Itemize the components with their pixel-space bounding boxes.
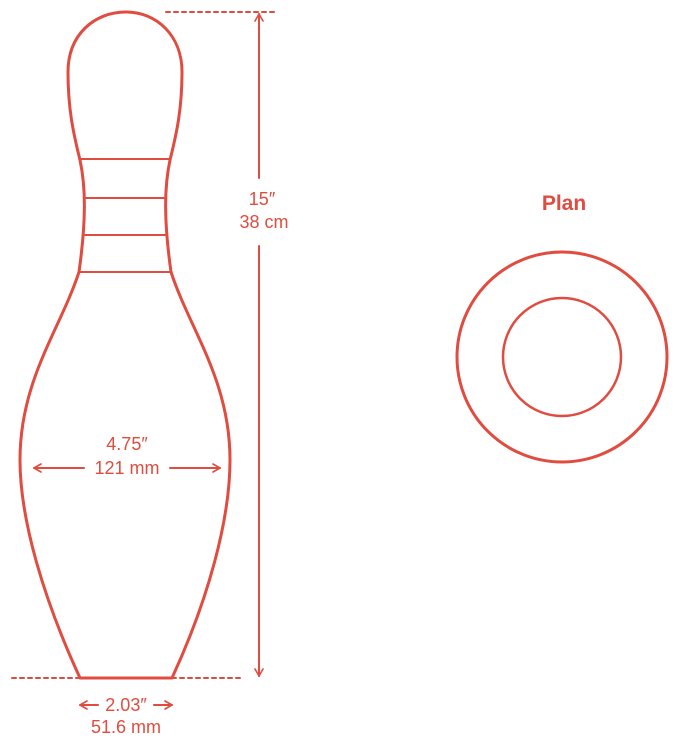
belly-width-metric-label: 121 mm	[94, 458, 159, 478]
base-width-imperial-label: 2.03″	[105, 695, 147, 715]
plan-inner-circle	[501, 296, 623, 418]
plan-title: Plan	[542, 192, 586, 215]
base-width-metric-label: 51.6 mm	[91, 717, 161, 737]
plan-outer-circle	[455, 250, 669, 464]
height-imperial-label: 15″	[249, 189, 276, 209]
belly-width-imperial-label: 4.75″	[106, 434, 148, 454]
height-metric-label: 38 cm	[239, 212, 288, 232]
pin-outline	[18, 10, 232, 680]
